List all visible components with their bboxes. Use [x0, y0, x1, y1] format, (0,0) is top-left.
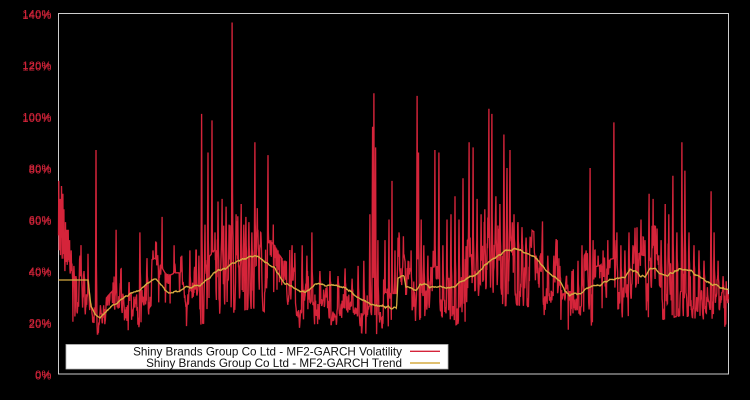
svg-text:20%: 20% [29, 319, 52, 331]
svg-text:80%: 80% [29, 164, 52, 176]
svg-text:120%: 120% [22, 61, 51, 73]
svg-text:Shiny Brands Group Co Ltd - MF: Shiny Brands Group Co Ltd - MF2-GARCH Tr… [146, 357, 402, 370]
svg-text:0%: 0% [35, 369, 51, 381]
svg-text:60%: 60% [29, 216, 52, 228]
svg-text:80%: 80% [29, 163, 52, 175]
svg-text:140%: 140% [22, 9, 51, 21]
svg-text:20%: 20% [29, 318, 52, 330]
svg-text:40%: 40% [29, 267, 52, 279]
svg-text:60%: 60% [29, 215, 52, 227]
svg-text:100%: 100% [22, 112, 51, 124]
svg-text:120%: 120% [22, 60, 51, 72]
svg-text:100%: 100% [22, 113, 51, 125]
svg-text:40%: 40% [29, 266, 52, 278]
svg-text:Shiny Brands Group Co Ltd - MF: Shiny Brands Group Co Ltd - MF2-GARCH Vo… [133, 345, 402, 358]
svg-text:140%: 140% [22, 10, 51, 22]
svg-text:0%: 0% [35, 370, 51, 382]
